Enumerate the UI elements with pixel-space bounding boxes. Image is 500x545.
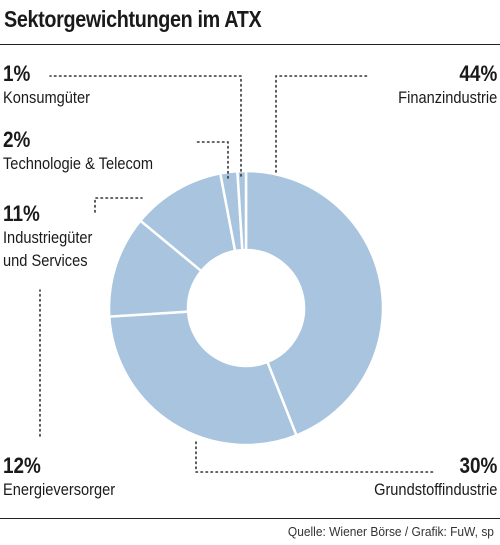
category-label-line-1: Industriegüter bbox=[3, 228, 93, 247]
category-label: Grundstoffindustrie bbox=[373, 480, 497, 499]
label-grundstoffindustrie: 30% Grundstoffindustrie bbox=[374, 454, 497, 501]
value-label: 44% bbox=[459, 61, 497, 86]
label-finanzindustrie: 44% Finanzindustrie bbox=[398, 62, 497, 109]
category-label-line-2: und Services bbox=[3, 251, 88, 270]
slice-finanzindustrie bbox=[244, 169, 385, 438]
value-label: 2% bbox=[3, 127, 31, 152]
category-label: Finanzindustrie bbox=[397, 88, 497, 107]
category-label: Energieversorger bbox=[3, 480, 116, 499]
value-label: 12% bbox=[3, 453, 41, 478]
category-label: Konsumgüter bbox=[3, 88, 90, 107]
label-energieversorger: 12% Energieversorger bbox=[3, 454, 115, 501]
title-rule bbox=[0, 44, 500, 45]
value-label: 30% bbox=[459, 453, 497, 478]
leader-line-4 bbox=[195, 141, 229, 179]
label-konsumgueter: 1% Konsumgüter bbox=[3, 62, 90, 109]
leader-line-3 bbox=[94, 197, 143, 213]
value-label: 11% bbox=[3, 201, 40, 226]
chart-title: Sektorgewichtungen im ATX bbox=[4, 6, 262, 32]
slice-grundstoffindustrie bbox=[107, 310, 299, 447]
leader-line-5 bbox=[49, 75, 242, 177]
source-note: Quelle: Wiener Börse / Grafik: FuW, sp bbox=[287, 524, 494, 539]
category-label: Technologie & Telecom bbox=[3, 154, 154, 173]
footer-rule bbox=[0, 518, 500, 519]
value-label: 1% bbox=[3, 61, 31, 86]
label-industriegueter: 11% Industriegüter und Services bbox=[3, 202, 92, 272]
leader-line-0 bbox=[275, 75, 369, 173]
label-technologie-telecom: 2% Technologie & Telecom bbox=[3, 128, 153, 175]
leader-line-1 bbox=[195, 441, 437, 473]
